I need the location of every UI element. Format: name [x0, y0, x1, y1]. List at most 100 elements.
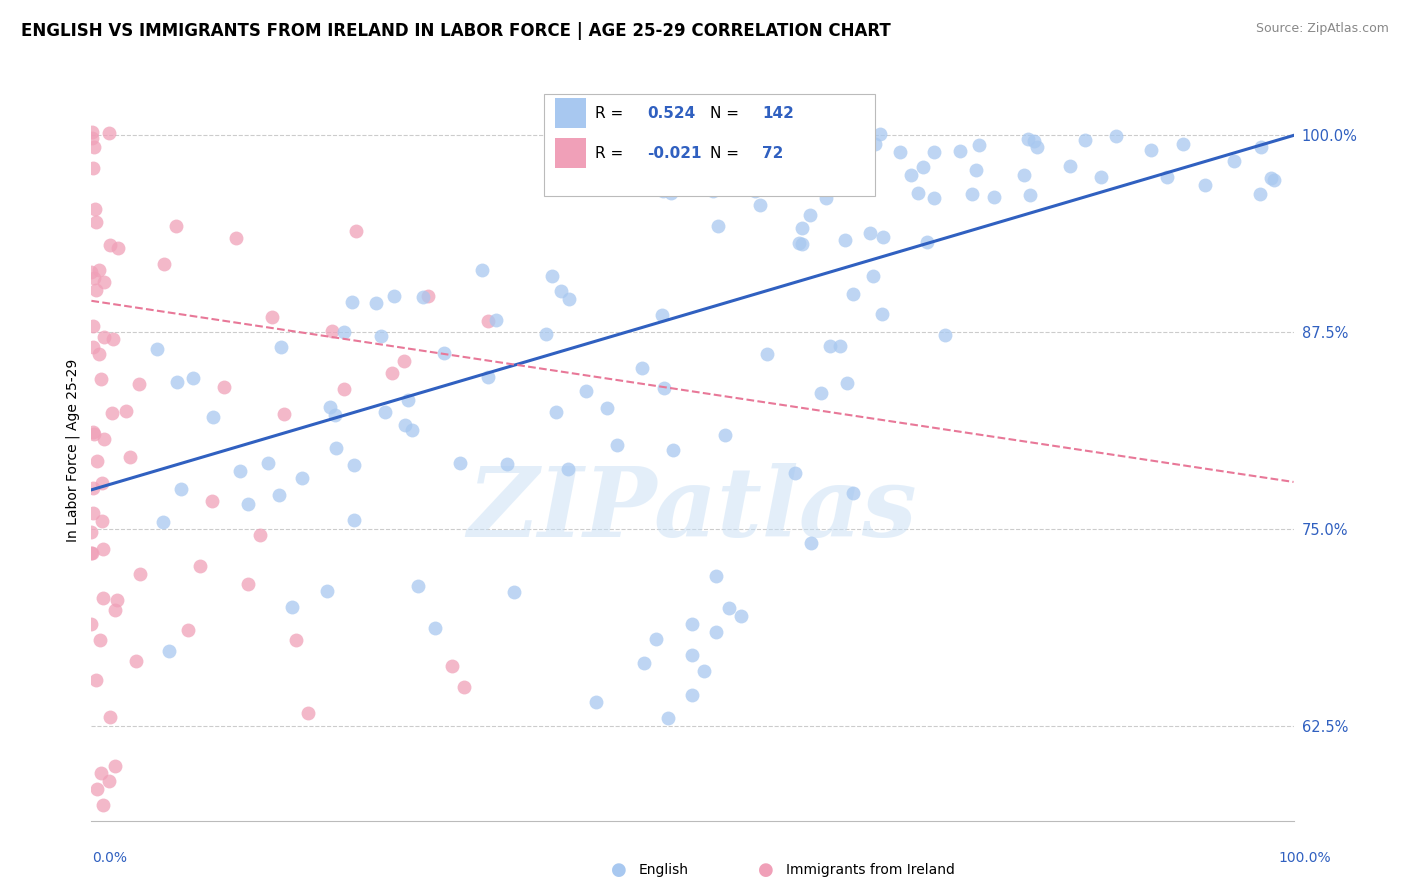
Point: [93, 432, 115, 446]
Point: [652, 184, 675, 198]
Point: [983, 190, 1005, 204]
Point: [835, 376, 858, 390]
Point: [477, 370, 499, 384]
Point: [949, 145, 972, 159]
Point: [558, 292, 581, 306]
Point: [1260, 170, 1282, 185]
Point: [814, 126, 837, 140]
Point: [606, 438, 628, 452]
Point: [374, 405, 396, 419]
Point: [842, 486, 865, 500]
Point: [810, 385, 832, 400]
Point: [101, 332, 124, 346]
Point: [651, 309, 673, 323]
Point: [644, 141, 666, 155]
Point: [212, 380, 235, 394]
Point: [799, 208, 821, 222]
Point: [98, 709, 121, 723]
Point: [91, 476, 114, 491]
Point: [1090, 169, 1112, 184]
Point: [661, 443, 683, 458]
Point: [104, 602, 127, 616]
Point: [260, 310, 283, 325]
Point: [80, 265, 103, 279]
Point: [744, 184, 766, 198]
Point: [82, 319, 104, 334]
Point: [575, 384, 598, 399]
Point: [859, 226, 882, 240]
Point: [922, 145, 945, 159]
Point: [471, 262, 494, 277]
Point: [1194, 178, 1216, 193]
Point: [84, 673, 107, 687]
Point: [412, 290, 434, 304]
Point: [962, 186, 984, 201]
Point: [792, 140, 814, 154]
Point: [396, 393, 419, 408]
Point: [828, 339, 851, 353]
Point: [128, 377, 150, 392]
Point: [495, 458, 517, 472]
Point: [80, 617, 103, 632]
Point: [93, 275, 115, 289]
Point: [381, 366, 404, 380]
Point: [749, 198, 772, 212]
Point: [922, 191, 945, 205]
Text: N =: N =: [710, 106, 740, 120]
Point: [965, 163, 987, 178]
Point: [681, 616, 703, 631]
Text: Immigrants from Ireland: Immigrants from Ireland: [786, 863, 955, 877]
Point: [724, 152, 747, 166]
Point: [869, 128, 891, 142]
Text: R =: R =: [595, 146, 623, 161]
Point: [114, 404, 136, 418]
Point: [1105, 129, 1128, 144]
Text: 142: 142: [762, 106, 794, 120]
Point: [934, 328, 956, 343]
Point: [792, 220, 814, 235]
Point: [270, 341, 292, 355]
Point: [91, 541, 114, 556]
Text: 72: 72: [762, 146, 783, 161]
Point: [87, 262, 110, 277]
Point: [1140, 143, 1163, 157]
Point: [1250, 140, 1272, 154]
Text: -0.021: -0.021: [647, 146, 702, 161]
Text: 0.0%: 0.0%: [93, 851, 127, 865]
Point: [98, 237, 121, 252]
Point: [170, 483, 193, 497]
Point: [550, 284, 572, 298]
Point: [84, 214, 107, 228]
Point: [83, 271, 105, 285]
Point: [80, 524, 103, 539]
Point: [181, 371, 204, 385]
Point: [107, 241, 129, 255]
Point: [730, 608, 752, 623]
Point: [91, 591, 114, 605]
Point: [146, 342, 169, 356]
Point: [82, 425, 104, 440]
Point: [664, 169, 686, 184]
Point: [713, 428, 735, 442]
Text: ●: ●: [758, 861, 775, 879]
Point: [969, 138, 991, 153]
Point: [823, 143, 845, 157]
Point: [423, 621, 446, 635]
Point: [907, 186, 929, 201]
Point: [734, 150, 756, 164]
Point: [834, 233, 856, 247]
Point: [693, 664, 716, 678]
Point: [86, 782, 108, 797]
Point: [1012, 168, 1035, 182]
Point: [1018, 188, 1040, 202]
Point: [596, 401, 619, 415]
Point: [534, 327, 557, 342]
Point: [84, 202, 107, 216]
Point: [872, 230, 894, 244]
Point: [83, 426, 105, 441]
Point: [645, 632, 668, 647]
Point: [176, 623, 198, 637]
Point: [157, 644, 180, 658]
Point: [787, 235, 810, 250]
Point: [706, 219, 728, 233]
